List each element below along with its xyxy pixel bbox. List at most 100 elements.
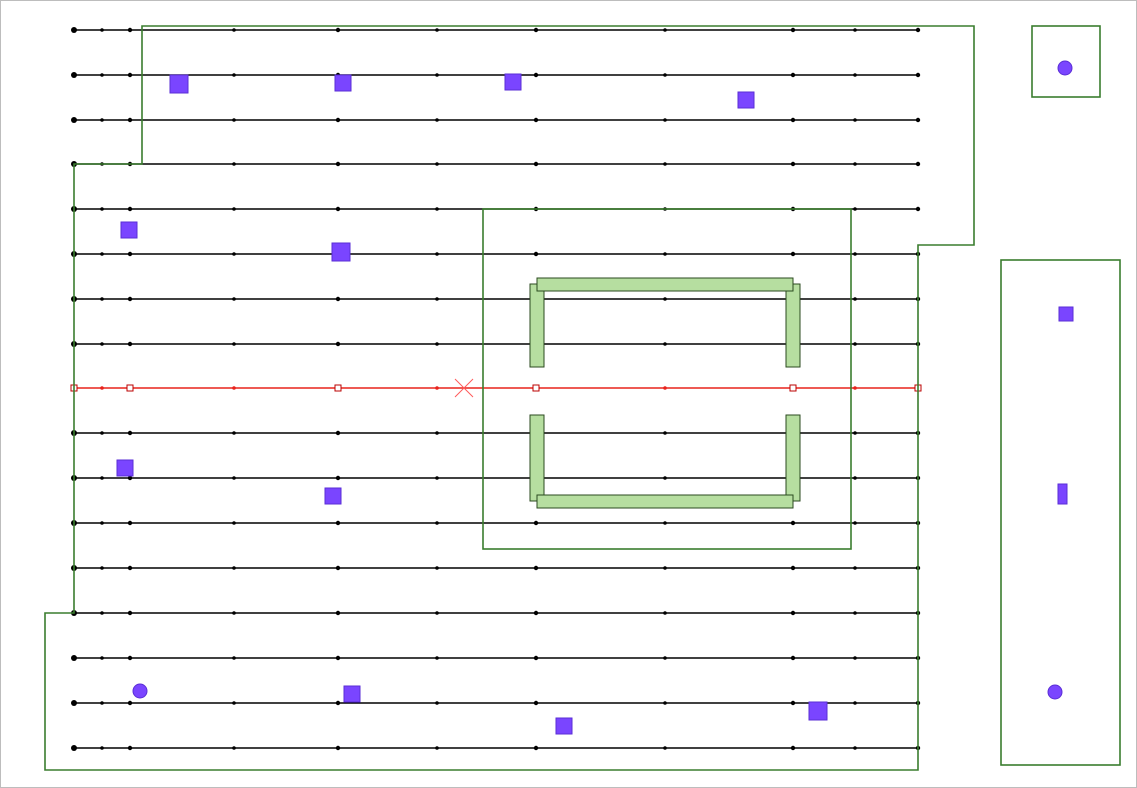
row[interactable] — [71, 655, 921, 661]
vertex — [232, 28, 236, 32]
row[interactable] — [71, 161, 921, 167]
vertex — [533, 520, 539, 526]
object[interactable] — [1047, 684, 1063, 700]
vertex — [71, 117, 77, 123]
vertex — [915, 72, 921, 78]
vertex — [533, 72, 539, 78]
vertex — [853, 521, 857, 525]
vertex — [232, 297, 236, 301]
vertex — [100, 611, 104, 615]
vertex — [127, 117, 133, 123]
vertex — [100, 28, 104, 32]
vertex — [100, 386, 104, 390]
vertex — [232, 611, 236, 615]
cursor-cross — [454, 378, 474, 398]
vertex — [435, 746, 439, 750]
vertex — [127, 430, 133, 436]
vertex — [335, 161, 341, 167]
vertex — [100, 342, 104, 346]
row[interactable] — [71, 610, 921, 616]
vertex — [335, 700, 341, 706]
row[interactable] — [71, 520, 921, 526]
vertex — [335, 206, 341, 212]
vertex — [71, 72, 77, 78]
selected-row[interactable] — [70, 384, 922, 392]
object[interactable] — [334, 74, 352, 92]
vertex — [435, 28, 439, 32]
object[interactable] — [1057, 483, 1068, 505]
vertex — [127, 206, 133, 212]
vertex — [127, 520, 133, 526]
vertex — [663, 701, 667, 705]
vertex — [853, 656, 857, 660]
row[interactable] — [71, 565, 921, 571]
vertex — [335, 27, 341, 33]
vertex — [533, 745, 539, 751]
object[interactable] — [343, 685, 361, 703]
vertex — [232, 252, 236, 256]
vertex — [100, 701, 104, 705]
vertex — [435, 162, 439, 166]
object[interactable] — [504, 73, 522, 91]
vertex — [790, 520, 796, 526]
object[interactable] — [331, 242, 351, 262]
vertex — [663, 252, 667, 256]
vertex — [127, 72, 133, 78]
vertex — [100, 297, 104, 301]
vertex — [100, 252, 104, 256]
object[interactable] — [132, 683, 148, 699]
vertex — [790, 655, 796, 661]
object[interactable] — [808, 701, 828, 721]
beam — [529, 283, 545, 368]
object[interactable] — [324, 487, 342, 505]
object[interactable] — [555, 717, 573, 735]
corner-zone — [1031, 25, 1101, 98]
vertex — [435, 476, 439, 480]
vertex-handle[interactable] — [789, 384, 797, 392]
vertex — [335, 655, 341, 661]
vertex — [663, 297, 667, 301]
vertex — [435, 521, 439, 525]
row[interactable] — [71, 117, 921, 123]
vertex — [435, 118, 439, 122]
object[interactable] — [1057, 60, 1073, 76]
row[interactable] — [71, 72, 921, 78]
vertex — [127, 655, 133, 661]
vertex — [335, 296, 341, 302]
vertex-handle[interactable] — [334, 384, 342, 392]
vertex — [100, 746, 104, 750]
object[interactable] — [120, 221, 138, 239]
cross-stroke — [454, 378, 474, 398]
beam — [536, 494, 794, 509]
object[interactable] — [737, 91, 755, 109]
vertex-handle[interactable] — [532, 384, 540, 392]
vertex — [435, 431, 439, 435]
vertex — [435, 207, 439, 211]
vertex — [915, 117, 921, 123]
vertex — [790, 27, 796, 33]
row[interactable] — [71, 700, 921, 706]
vertex-handle[interactable] — [126, 384, 134, 392]
row[interactable] — [71, 745, 921, 751]
vertex — [435, 566, 439, 570]
object[interactable] — [116, 459, 134, 477]
vertex — [853, 701, 857, 705]
object[interactable] — [1058, 306, 1074, 322]
vertex — [853, 342, 857, 346]
vertex — [100, 476, 104, 480]
vertex — [853, 746, 857, 750]
vertex — [232, 656, 236, 660]
vertex — [790, 565, 796, 571]
row[interactable] — [71, 27, 921, 33]
vertex — [790, 610, 796, 616]
object[interactable] — [169, 74, 189, 94]
vertex — [435, 701, 439, 705]
vertex — [335, 745, 341, 751]
vertex — [127, 475, 133, 481]
vertex — [663, 386, 667, 390]
vertex — [232, 701, 236, 705]
vertex — [127, 27, 133, 33]
vertex — [232, 521, 236, 525]
